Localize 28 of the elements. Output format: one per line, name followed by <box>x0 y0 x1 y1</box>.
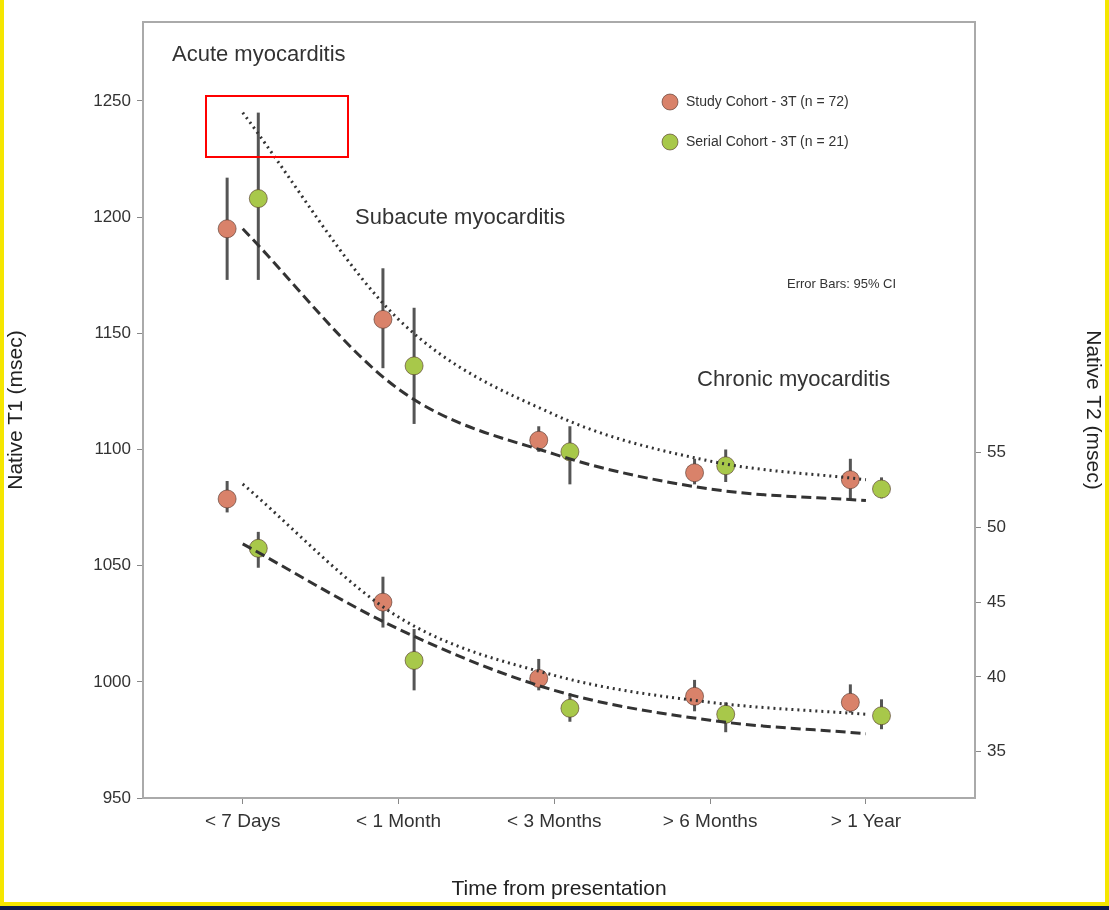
x-tick-label: < 3 Months <box>507 809 602 831</box>
y2-tick-label: 55 <box>987 442 1006 462</box>
y2-tick-label: 50 <box>987 517 1006 537</box>
x-tick-label: < 7 Days <box>204 809 281 831</box>
y-tick-label: 1050 <box>93 555 131 575</box>
y2-tick-label: 35 <box>987 741 1006 761</box>
y-tick-label: 1250 <box>93 90 131 110</box>
annotation: Error Bars: 95% CI <box>787 275 897 291</box>
line-series <box>241 482 868 716</box>
legend-label: Serial Cohort - 3T (n = 21) <box>686 132 849 149</box>
legend-label: Study Cohort - 3T (n = 72) <box>686 92 849 109</box>
y-tick-label: 1200 <box>93 206 131 226</box>
annotation: Acute myocarditis <box>172 41 346 67</box>
y-tick-label: 1000 <box>93 671 131 691</box>
y2-axis-title: Native T2 (msec) <box>1082 330 1106 490</box>
line-series <box>241 542 868 736</box>
x-axis-title: Time from presentation <box>451 876 667 900</box>
annotation: Chronic myocarditis <box>697 366 891 392</box>
y-tick-label: 1150 <box>94 323 131 343</box>
y-axis-title: Native T1 (msec) <box>3 330 27 490</box>
y-tick-label: 1100 <box>94 439 131 459</box>
y2-tick-label: 45 <box>987 591 1006 611</box>
x-tick-label: < 1 Month <box>356 809 442 831</box>
x-tick-label: > 6 Months <box>662 809 758 831</box>
y2-tick-label: 40 <box>987 666 1006 686</box>
annotation: Subacute myocarditis <box>355 204 566 230</box>
x-tick-label: > 1 Year <box>830 809 902 831</box>
y-tick-label: 950 <box>102 787 131 807</box>
